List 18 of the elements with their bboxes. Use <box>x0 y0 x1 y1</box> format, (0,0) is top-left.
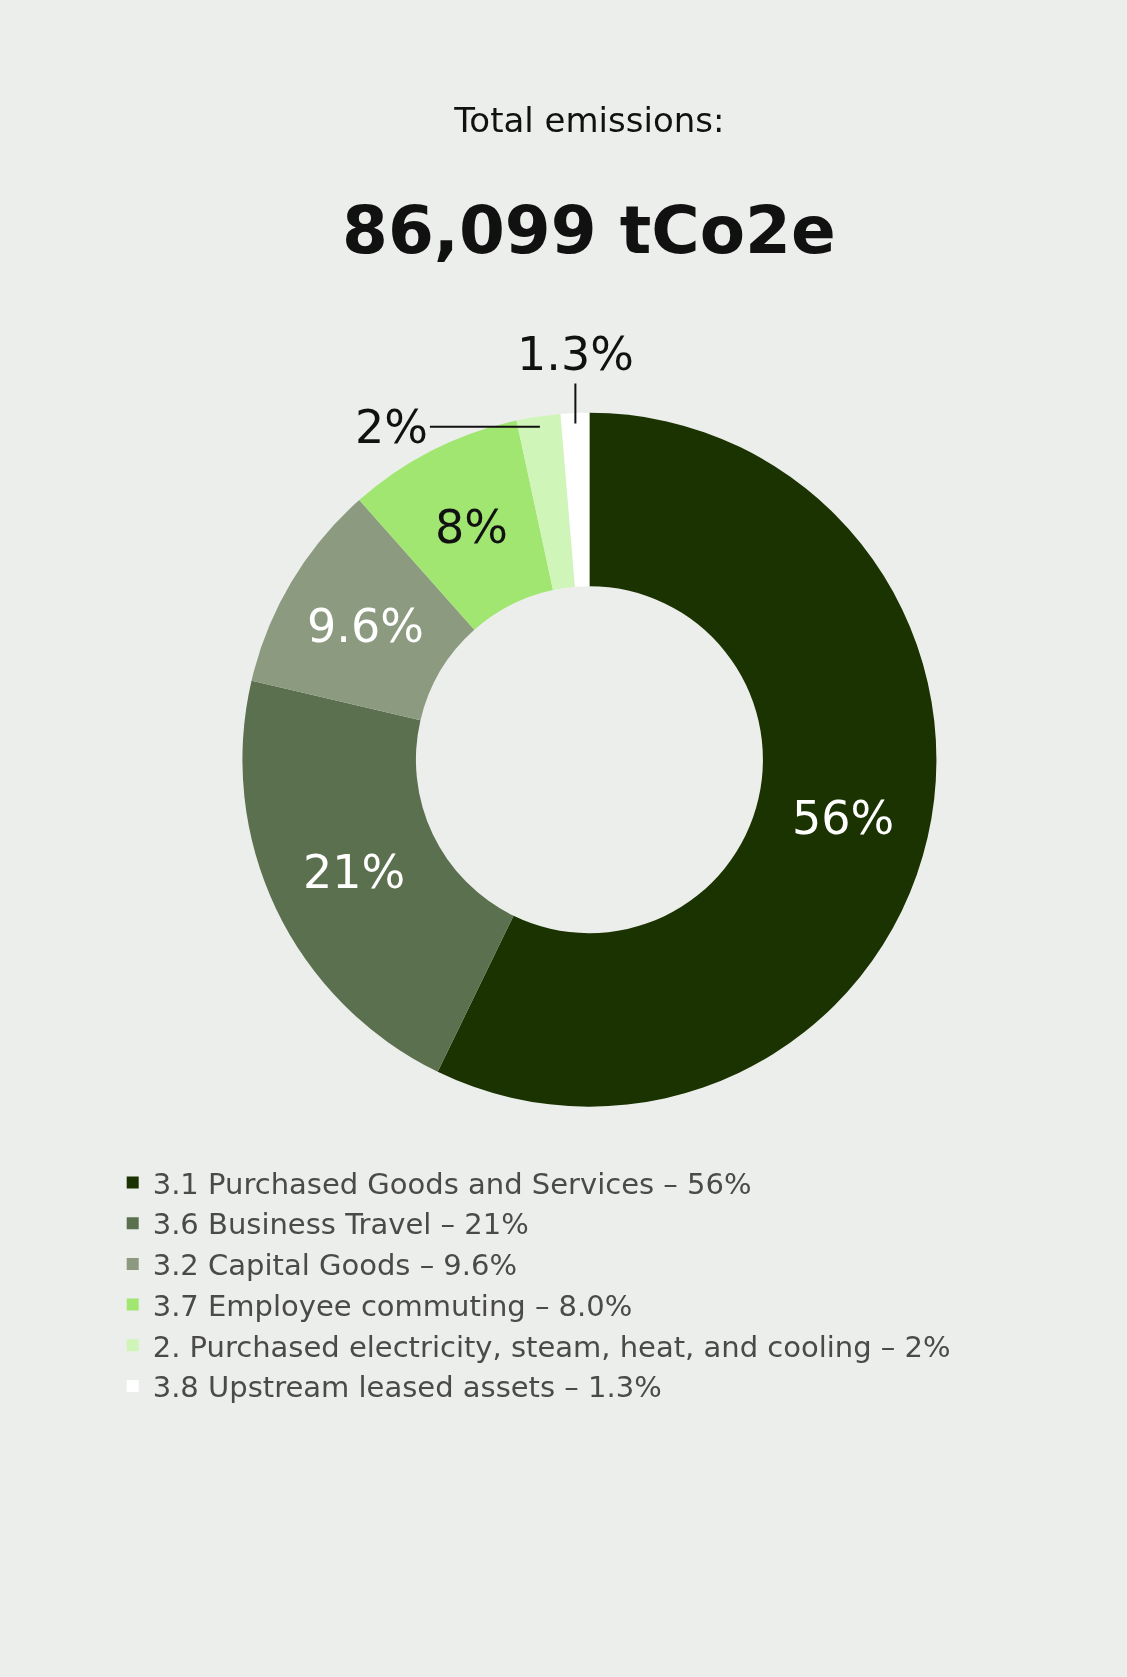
data-label: 8% <box>435 500 508 554</box>
data-label: 56% <box>792 791 895 845</box>
donut-slice <box>437 412 937 1107</box>
donut-slice <box>242 680 514 1072</box>
donut-slice <box>516 413 575 591</box>
data-label: 9.6% <box>307 599 424 653</box>
data-label: 1.3% <box>517 327 634 381</box>
legend-label: 2. Purchased electricity, steam, heat, and cooling – 2% <box>152 1329 951 1364</box>
chart-title: Total emissions: <box>453 99 725 140</box>
legend-label: 3.6 Business Travel – 21% <box>152 1207 529 1242</box>
data-label: 21% <box>303 845 406 899</box>
chart-subtitle: 86,099 tCo2e <box>342 192 836 269</box>
data-label: 2% <box>355 400 428 454</box>
legend-label: 3.2 Capital Goods – 9.6% <box>152 1248 518 1283</box>
legend-label: 3.1 Purchased Goods and Services – 56% <box>152 1166 752 1201</box>
legend-label: 3.8 Upstream leased assets – 1.3% <box>152 1370 662 1405</box>
donut-slice <box>560 412 590 587</box>
legend-label: 3.7 Employee commuting – 8.0% <box>152 1288 633 1323</box>
